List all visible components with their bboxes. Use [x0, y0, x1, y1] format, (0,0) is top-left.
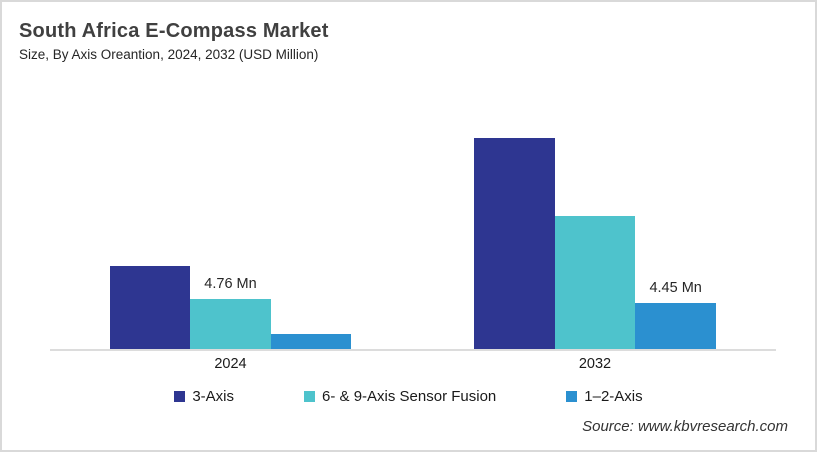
- bar-2032-3-axis: [474, 138, 555, 349]
- legend-label-6-9-axis-sensor-fusion: 6- & 9-Axis Sensor Fusion: [322, 388, 497, 405]
- bar-value-label-2032-1-2-axis: 4.45 Mn: [649, 280, 702, 296]
- bar-2032-6-9-axis-sensor-fusion: [554, 216, 636, 349]
- legend: 3-Axis 6- & 9-Axis Sensor Fusion 1–2-Axi…: [2, 388, 815, 405]
- chart-title: South Africa E-Compass Market: [19, 20, 329, 42]
- bar-value-label-2024-6-9-axis-sensor-fusion: 4.76 Mn: [204, 276, 257, 292]
- legend-swatch-6-9-axis-sensor-fusion: [304, 391, 316, 402]
- legend-swatch-1-2-axis: [566, 391, 578, 402]
- legend-label-1-2-axis: 1–2-Axis: [584, 388, 643, 405]
- plot-area: 4.76 Mn 4.45 Mn 2024 2032: [50, 122, 776, 372]
- legend-item-3-axis: 3-Axis: [174, 388, 234, 405]
- x-axis-tick-2024: 2024: [214, 356, 247, 372]
- legend-item-1-2-axis: 1–2-Axis: [566, 388, 643, 405]
- legend-item-6-9-axis-sensor-fusion: 6- & 9-Axis Sensor Fusion: [304, 388, 496, 405]
- bar-2032-1-2-axis: 4.45 Mn: [635, 280, 717, 349]
- chart-subtitle: Size, By Axis Oreantion, 2024, 2032 (USD…: [19, 47, 319, 62]
- bar-group-2032: 4.45 Mn: [474, 122, 717, 349]
- bar-2024-3-axis: [110, 266, 191, 349]
- x-axis-tick-2032: 2032: [578, 356, 612, 372]
- bar-2024-1-2-axis: [270, 334, 351, 349]
- chart-header: South Africa E-Compass Market Size, By A…: [19, 18, 329, 64]
- legend-swatch-3-axis: [174, 391, 186, 402]
- bar-group-2024: 4.76 Mn: [110, 122, 351, 349]
- bar-2024-6-9-axis-sensor-fusion: 4.76 Mn: [190, 276, 271, 349]
- legend-label-3-axis: 3-Axis: [192, 388, 235, 405]
- source-attribution: Source: www.kbvresearch.com: [582, 418, 788, 435]
